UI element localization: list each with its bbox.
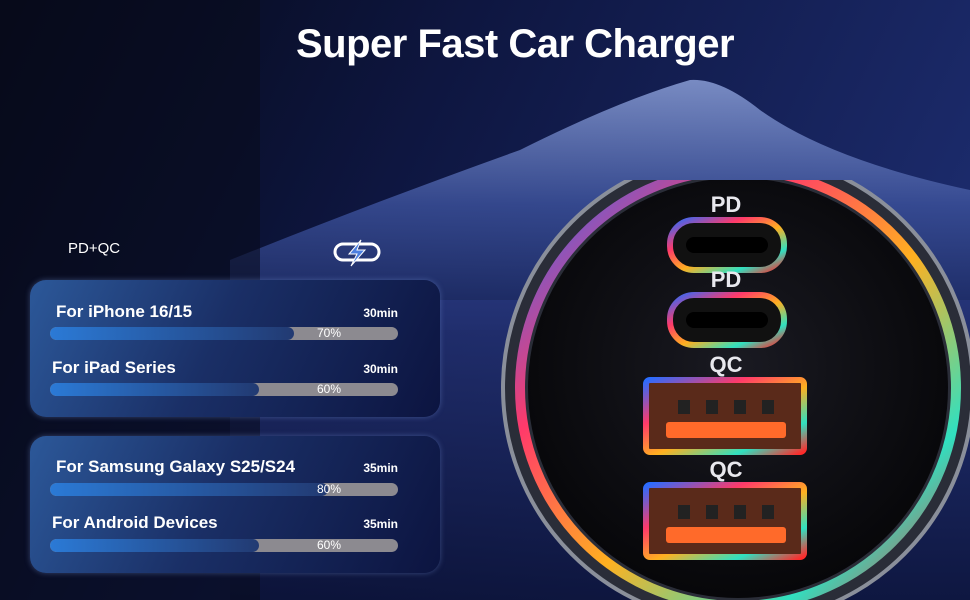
progress-bar: 80% xyxy=(50,483,398,496)
progress-bar: 70% xyxy=(50,327,398,340)
device-label: For Android Devices xyxy=(52,513,218,532)
port-label: QC xyxy=(710,457,743,482)
progress-bar: 60% xyxy=(50,383,398,396)
port-label: PD xyxy=(711,267,742,292)
panel-android: For Samsung Galaxy S25/S24 35min 80% For… xyxy=(30,436,440,573)
port-label: PD xyxy=(711,192,742,217)
usb-a-port xyxy=(643,377,807,455)
progress-fill xyxy=(50,483,329,496)
percent-label: 70% xyxy=(316,327,342,340)
device-label: For Samsung Galaxy S25/S24 xyxy=(56,457,296,476)
lightning-plug-icon xyxy=(333,239,381,267)
port-label: QC xyxy=(710,352,743,377)
device-label: For iPad Series xyxy=(52,358,176,377)
progress-fill xyxy=(50,327,294,340)
pd-qc-label: PD+QC xyxy=(68,240,121,257)
device-label: For iPhone 16/15 xyxy=(56,302,193,321)
charge-time: 35min xyxy=(363,461,398,475)
page-title: Super Fast Car Charger xyxy=(295,22,735,66)
progress-fill xyxy=(50,383,259,396)
charge-time: 35min xyxy=(363,517,398,531)
charge-time: 30min xyxy=(363,362,398,376)
percent-label: 60% xyxy=(316,383,342,396)
percent-label: 80% xyxy=(316,483,342,496)
charge-time: 30min xyxy=(363,306,398,320)
usb-a-port xyxy=(643,482,807,560)
panel-apple: For iPhone 16/15 30min 70% For iPad Seri… xyxy=(30,280,440,417)
progress-bar: 60% xyxy=(50,539,398,552)
car-charger-image: PD PD QC QC xyxy=(501,180,970,600)
progress-fill xyxy=(50,539,259,552)
percent-label: 60% xyxy=(316,539,342,552)
